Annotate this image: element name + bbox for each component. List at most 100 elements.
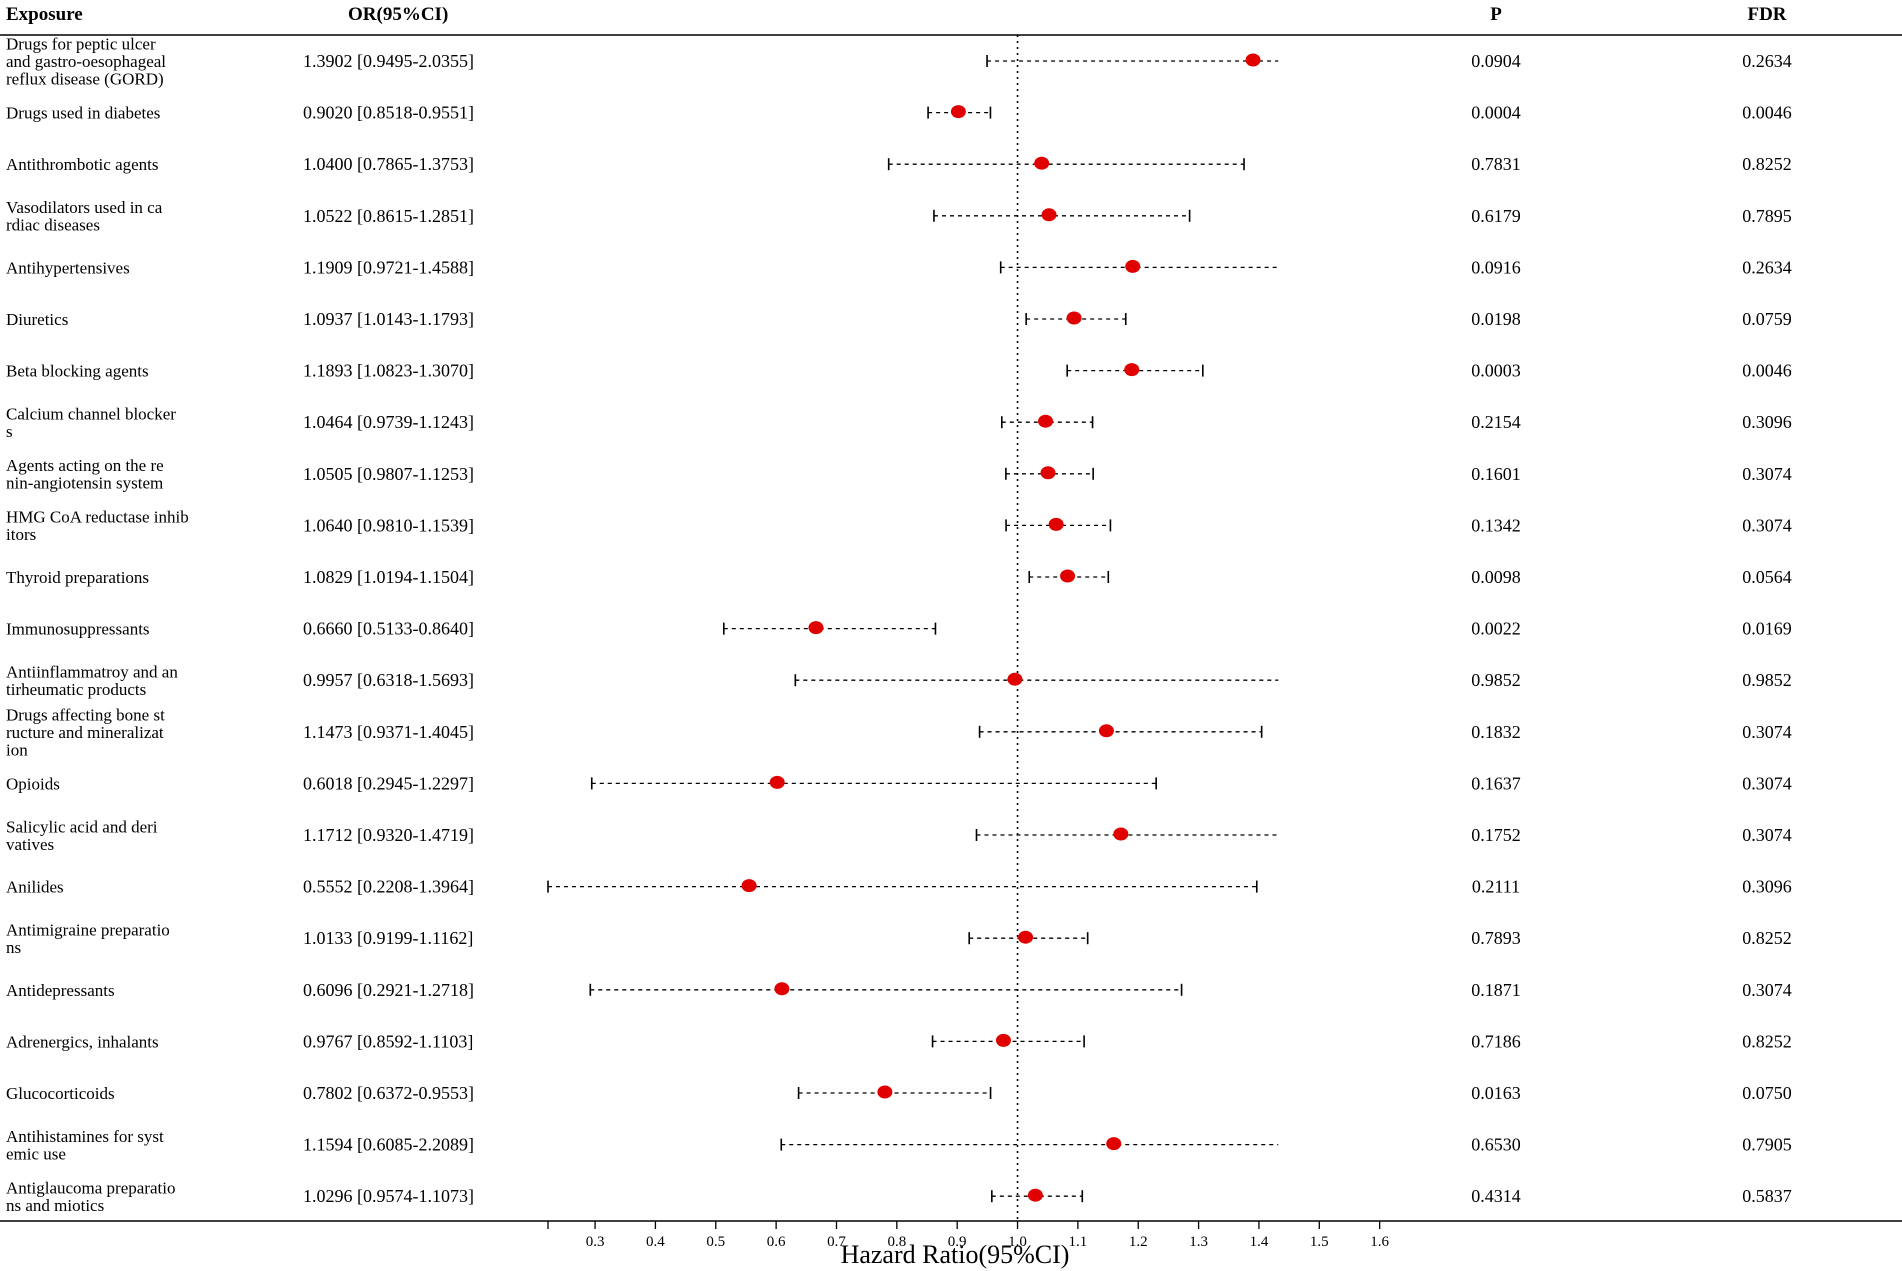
exposure-label: HMG CoA reductase inhib — [6, 508, 189, 527]
or-ci-value: 1.0505 [0.9807-1.1253] — [303, 464, 474, 484]
fdr-value: 0.3074 — [1742, 464, 1792, 484]
exposure-label: Calcium channel blocker — [6, 404, 176, 423]
axis-tick-label: 1.2 — [1129, 1234, 1148, 1250]
exposure-label: Immunosuppressants — [6, 620, 150, 639]
exposure-label: Antimigraine preparatio — [6, 921, 170, 940]
fdr-value: 0.3074 — [1742, 722, 1792, 742]
exposure-label: vatives — [6, 835, 54, 854]
p-value: 0.7186 — [1471, 1031, 1521, 1051]
forest-row: Beta blocking agents 1.1893 [1.0823-1.307… — [6, 361, 1792, 381]
forest-row: Anilides 0.5552 [0.2208-1.3964] 0.2111 0.30… — [6, 877, 1792, 897]
fdr-value: 0.3074 — [1742, 980, 1792, 1000]
p-value: 0.0022 — [1471, 619, 1521, 639]
exposure-label: itors — [6, 525, 36, 544]
p-value: 0.1601 — [1471, 464, 1521, 484]
point-estimate — [741, 879, 757, 893]
forest-row: Glucocorticoids 0.7802 [0.6372-0.9553] 0.0… — [6, 1083, 1792, 1103]
exposure-label: ns — [6, 938, 21, 957]
fdr-value: 0.0169 — [1742, 619, 1792, 639]
or-ci-value: 0.9957 [0.6318-1.5693] — [303, 670, 474, 690]
exposure-label: ion — [6, 740, 28, 759]
fdr-value: 0.0046 — [1742, 361, 1792, 381]
or-ci-value: 1.0640 [0.9810-1.1539] — [303, 515, 474, 535]
p-value: 0.2154 — [1471, 412, 1521, 432]
fdr-value: 0.3096 — [1742, 412, 1792, 432]
axis-tick-label: 1.4 — [1250, 1234, 1269, 1250]
forest-row: Antithrombotic agents 1.0400 [0.7865-1.37… — [6, 154, 1792, 174]
exposure-label: Antithrombotic agents — [6, 155, 159, 174]
exposure-label: Glucocorticoids — [6, 1084, 115, 1103]
axis-tick-label: 1.6 — [1370, 1234, 1389, 1250]
or-ci-value: 1.3902 [0.9495-2.0355] — [303, 51, 474, 71]
fdr-value: 0.3096 — [1742, 877, 1792, 897]
or-ci-value: 1.0937 [1.0143-1.1793] — [303, 309, 474, 329]
p-value: 0.1342 — [1471, 515, 1521, 535]
p-value: 0.0904 — [1471, 51, 1521, 71]
forest-row: Antihypertensives 1.1909 [0.9721-1.4588] 0… — [6, 257, 1792, 277]
point-estimate — [1113, 827, 1129, 841]
p-value: 0.7893 — [1471, 928, 1521, 948]
fdr-value: 0.9852 — [1742, 670, 1792, 690]
point-estimate — [995, 1033, 1011, 1047]
forest-row: Opioids 0.6018 [0.2945-1.2297] 0.1637 0.307… — [6, 773, 1792, 793]
fdr-value: 0.3074 — [1742, 515, 1792, 535]
or-ci-value: 1.0522 [0.8615-1.2851] — [303, 206, 474, 226]
forest-row: Diuretics 1.0937 [1.0143-1.1793] 0.0198 0.0… — [6, 309, 1792, 329]
point-estimate — [1098, 724, 1114, 738]
forest-row: Drugs used in diabetes 0.9020 [0.8518-0.9… — [6, 103, 1792, 123]
p-value: 0.0004 — [1471, 103, 1521, 123]
exposure-label: Antihypertensives — [6, 258, 130, 277]
header-p: P — [1490, 4, 1502, 25]
or-ci-value: 1.0133 [0.9199-1.1162] — [303, 928, 473, 948]
fdr-value: 0.2634 — [1742, 51, 1792, 71]
p-value: 0.6179 — [1471, 206, 1521, 226]
fdr-value: 0.0750 — [1742, 1083, 1792, 1103]
exposure-label: tirheumatic products — [6, 680, 146, 699]
or-ci-value: 1.1594 [0.6085-2.2089] — [303, 1135, 474, 1155]
p-value: 0.7831 — [1471, 154, 1521, 174]
exposure-label: and gastro-oesophageal — [6, 52, 166, 71]
point-estimate — [1007, 672, 1023, 686]
point-estimate — [877, 1085, 893, 1099]
point-estimate — [1245, 53, 1261, 67]
fdr-value: 0.2634 — [1742, 257, 1792, 277]
p-value: 0.0098 — [1471, 567, 1521, 587]
exposure-label: Drugs for peptic ulcer — [6, 35, 156, 54]
exposure-label: Salicylic acid and deri — [6, 817, 158, 836]
or-ci-value: 1.1473 [0.9371-1.4045] — [303, 722, 474, 742]
exposure-label: Antiglaucoma preparatio — [6, 1179, 175, 1198]
exposure-label: Beta blocking agents — [6, 362, 149, 381]
p-value: 0.1752 — [1471, 825, 1521, 845]
exposure-label: Antihistamines for syst — [6, 1127, 164, 1146]
or-ci-value: 1.0296 [0.9574-1.1073] — [303, 1186, 474, 1206]
exposure-label: Anilides — [6, 878, 64, 897]
point-estimate — [774, 982, 790, 996]
or-ci-value: 1.0464 [0.9739-1.1243] — [303, 412, 474, 432]
point-estimate — [769, 775, 785, 789]
point-estimate — [1125, 259, 1141, 273]
or-ci-value: 0.5552 [0.2208-1.3964] — [303, 877, 474, 897]
or-ci-value: 1.0400 [0.7865-1.3753] — [303, 154, 474, 174]
exposure-label: Drugs used in diabetes — [6, 104, 160, 123]
p-value: 0.1832 — [1471, 722, 1521, 742]
exposure-label: Thyroid preparations — [6, 568, 149, 587]
exposure-label: Opioids — [6, 774, 60, 793]
or-ci-value: 1.1909 [0.9721-1.4588] — [303, 257, 474, 277]
axis-tick-label: 1.5 — [1310, 1234, 1329, 1250]
axis-tick-label: 0.5 — [706, 1234, 725, 1250]
p-value: 0.0916 — [1471, 257, 1521, 277]
exposure-label: Agents acting on the re — [6, 456, 164, 475]
exposure-label: Vasodilators used in ca — [6, 198, 163, 217]
axis-tick-label: 0.9 — [948, 1234, 967, 1250]
exposure-label: ructure and mineralizat — [6, 723, 164, 742]
header-fdr: FDR — [1747, 4, 1786, 25]
or-ci-value: 0.9767 [0.8592-1.1103] — [303, 1031, 473, 1051]
